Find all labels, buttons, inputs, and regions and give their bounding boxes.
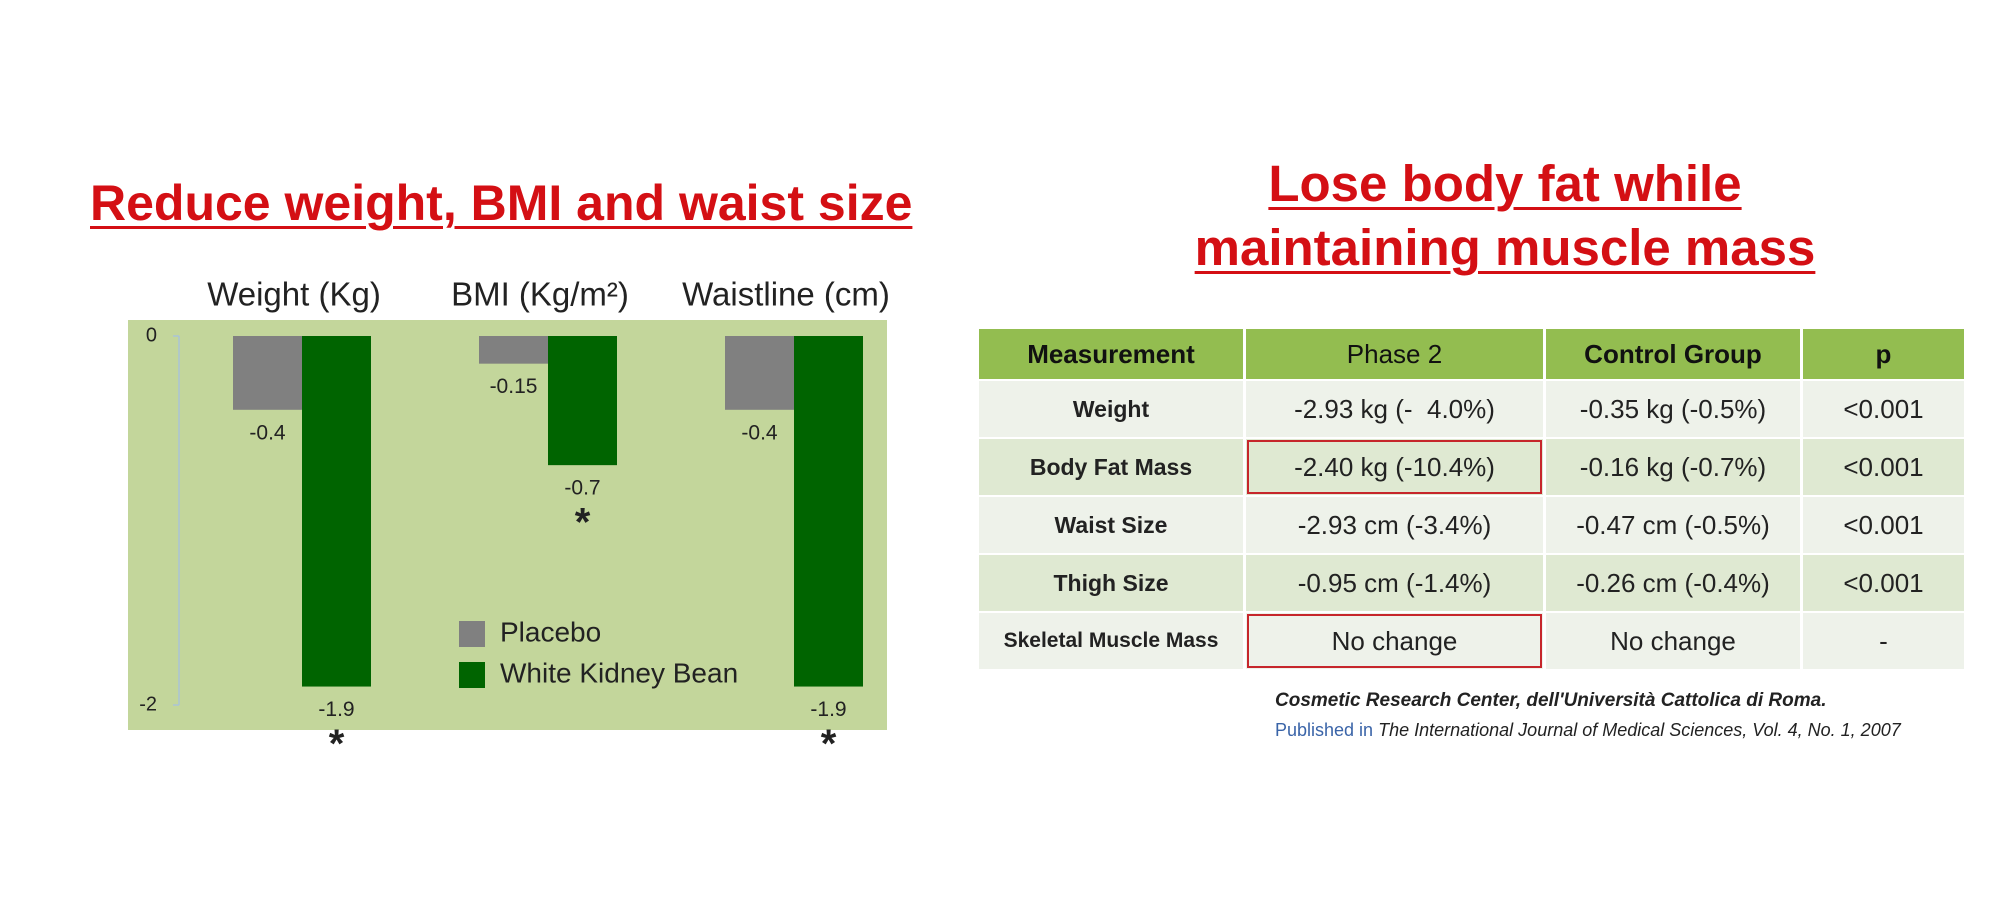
header-cell: Measurement [979, 329, 1243, 379]
header-cell: Control Group [1546, 329, 1800, 379]
row: Thigh Size -0.95 cm (-1.4%) -0.26 cm (-0… [979, 555, 1964, 611]
journal: The International Journal of Medical Sci… [1378, 720, 1901, 740]
significance-mark: * [329, 722, 345, 766]
citation-published: Published in The International Journal o… [1275, 720, 1901, 741]
significance-mark: * [821, 722, 837, 766]
citation: Cosmetic Research Center, dell'Universit… [1275, 690, 1901, 741]
cell: -0.47 cm (-0.5%) [1546, 497, 1800, 553]
cell: <0.001 [1803, 555, 1964, 611]
row: Waist Size -2.93 cm (-3.4%) -0.47 cm (-0… [979, 497, 1964, 553]
legend-label: White Kidney Bean [500, 657, 738, 688]
bar [479, 336, 548, 364]
table-title: Lose body fat while maintaining muscle m… [1165, 152, 1845, 280]
cell: - [1803, 613, 1964, 669]
row: Weight -2.93 kg (- 4.0%) -0.35 kg (-0.5%… [979, 381, 1964, 437]
data-label: -1.9 [318, 698, 354, 721]
bar [233, 336, 302, 410]
cell: <0.001 [1803, 439, 1964, 495]
results-table: Measurement Phase 2 Control Group p Weig… [976, 327, 1967, 671]
cell: Skeletal Muscle Mass [979, 613, 1243, 669]
bar [548, 336, 617, 466]
cell: -0.35 kg (-0.5%) [1546, 381, 1800, 437]
cell: Weight [979, 381, 1243, 437]
legend-label: Placebo [500, 616, 601, 647]
bar [725, 336, 794, 410]
cell: -2.93 kg (- 4.0%) [1246, 381, 1543, 437]
cell: -0.16 kg (-0.7%) [1546, 439, 1800, 495]
row: Skeletal Muscle Mass No change No change… [979, 613, 1964, 669]
cell: -2.40 kg (-10.4%) [1246, 439, 1543, 495]
cell: -0.95 cm (-1.4%) [1246, 555, 1543, 611]
cell: -2.93 cm (-3.4%) [1246, 497, 1543, 553]
published-prefix: Published in [1275, 720, 1374, 740]
legend-swatch [459, 621, 485, 647]
y-tick-label: 0 [146, 324, 157, 346]
cell: <0.001 [1803, 381, 1964, 437]
title-line: maintaining muscle mass [1194, 219, 1816, 276]
x-category-label: BMI (Kg/m²) [451, 276, 629, 313]
cell: No change [1546, 613, 1800, 669]
citation-source: Cosmetic Research Center, dell'Universit… [1275, 690, 1827, 711]
data-label: -0.4 [249, 421, 286, 444]
data-label: -1.9 [810, 698, 846, 721]
cell: Body Fat Mass [979, 439, 1243, 495]
cell: <0.001 [1803, 497, 1964, 553]
header-cell: Phase 2 [1246, 329, 1543, 379]
cell: Thigh Size [979, 555, 1243, 611]
legend-swatch [459, 662, 485, 688]
header-cell: p [1803, 329, 1964, 379]
data-label: -0.15 [490, 375, 538, 398]
x-category-label: Waistline (cm) [682, 276, 890, 313]
bar [794, 336, 863, 687]
header-row: Measurement Phase 2 Control Group p [979, 329, 1964, 379]
title-line: Lose body fat while [1268, 155, 1742, 212]
chart-title: Reduce weight, BMI and waist size [90, 175, 913, 231]
data-label: -0.4 [741, 421, 778, 444]
cell: Waist Size [979, 497, 1243, 553]
data-label: -0.7 [564, 477, 600, 500]
cell: No change [1246, 613, 1543, 669]
cell: -0.26 cm (-0.4%) [1546, 555, 1800, 611]
significance-mark: * [575, 501, 591, 545]
y-tick-label: -2 [139, 693, 157, 715]
row: Body Fat Mass -2.40 kg (-10.4%) -0.16 kg… [979, 439, 1964, 495]
x-category-label: Weight (Kg) [207, 276, 381, 313]
bar [302, 336, 371, 687]
